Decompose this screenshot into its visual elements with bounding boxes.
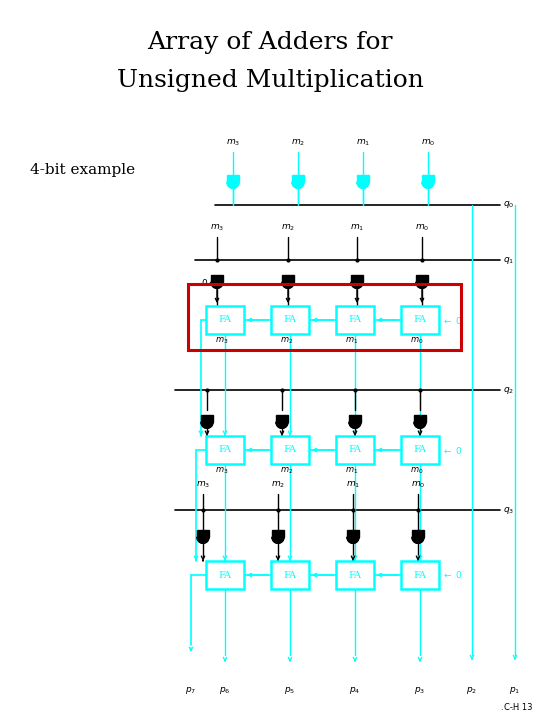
Bar <box>412 530 424 537</box>
Bar <box>401 436 439 464</box>
Bar <box>401 306 439 334</box>
Bar <box>197 530 209 537</box>
Bar <box>292 175 304 182</box>
Text: $m_3$: $m_3$ <box>215 336 229 346</box>
Text: $m_2$: $m_2$ <box>280 336 294 346</box>
Bar <box>271 306 309 334</box>
Bar <box>272 530 284 537</box>
Polygon shape <box>416 282 428 288</box>
Bar <box>336 306 374 334</box>
Polygon shape <box>201 422 213 428</box>
Bar <box>188 284 461 350</box>
Text: FA: FA <box>219 315 232 325</box>
Text: FA: FA <box>414 315 427 325</box>
Bar <box>357 175 369 182</box>
Text: FA: FA <box>414 570 427 580</box>
Text: FA: FA <box>219 446 232 454</box>
Polygon shape <box>412 537 424 544</box>
Text: 0: 0 <box>201 279 207 287</box>
Polygon shape <box>351 282 363 288</box>
Text: 4-bit example: 4-bit example <box>30 163 135 177</box>
Text: $m_0$: $m_0$ <box>410 466 424 477</box>
Text: $m_1$: $m_1$ <box>346 336 359 346</box>
Text: $m_3$: $m_3$ <box>196 480 210 490</box>
Polygon shape <box>292 182 304 189</box>
Text: $m_2$: $m_2$ <box>281 222 295 233</box>
Bar <box>347 530 359 537</box>
Bar <box>416 275 428 282</box>
Bar <box>227 175 239 182</box>
Text: . . . .: . . . . <box>501 703 519 712</box>
Text: Array of Adders for: Array of Adders for <box>147 32 393 55</box>
Bar <box>349 415 361 422</box>
Bar <box>282 275 294 282</box>
Bar <box>271 436 309 464</box>
Text: FA: FA <box>219 570 232 580</box>
Text: $q_0$: $q_0$ <box>503 199 514 210</box>
Text: $m_0$: $m_0$ <box>415 222 429 233</box>
Text: $p_4$: $p_4$ <box>349 685 361 696</box>
Polygon shape <box>272 537 284 544</box>
Polygon shape <box>414 422 426 428</box>
Text: $m_2$: $m_2$ <box>271 480 285 490</box>
Bar <box>206 436 244 464</box>
Text: $q_1$: $q_1$ <box>503 254 514 266</box>
Text: FA: FA <box>348 570 361 580</box>
Text: $p_6$: $p_6$ <box>219 685 231 696</box>
Bar <box>401 561 439 589</box>
Text: $m_1$: $m_1$ <box>346 466 359 477</box>
Text: $\leftarrow$ 0: $\leftarrow$ 0 <box>442 315 463 325</box>
Polygon shape <box>422 182 434 189</box>
Text: $\leftarrow$ 0: $\leftarrow$ 0 <box>442 570 463 580</box>
Text: $m_0$: $m_0$ <box>411 480 425 490</box>
Text: FA: FA <box>284 570 296 580</box>
Polygon shape <box>349 422 361 428</box>
Text: $q_3$: $q_3$ <box>503 505 514 516</box>
Polygon shape <box>347 537 359 544</box>
Text: FA: FA <box>284 315 296 325</box>
Bar <box>336 561 374 589</box>
Text: FA: FA <box>348 315 361 325</box>
Text: $q_2$: $q_2$ <box>503 384 514 395</box>
Polygon shape <box>282 282 294 288</box>
Text: Unsigned Multiplication: Unsigned Multiplication <box>117 68 423 91</box>
Text: $p_3$: $p_3$ <box>414 685 426 696</box>
Bar <box>206 561 244 589</box>
Text: $m_2$: $m_2$ <box>291 138 305 148</box>
Bar <box>276 415 288 422</box>
Text: $m_0$: $m_0$ <box>410 336 424 346</box>
Bar <box>414 415 426 422</box>
Polygon shape <box>276 422 288 428</box>
Text: $m_1$: $m_1$ <box>350 222 364 233</box>
Bar <box>201 415 213 422</box>
Text: FA: FA <box>284 446 296 454</box>
Text: FA: FA <box>414 446 427 454</box>
Text: $m_1$: $m_1$ <box>356 138 370 148</box>
Text: $p_7$: $p_7$ <box>185 685 197 696</box>
Bar <box>336 436 374 464</box>
Bar <box>211 275 223 282</box>
Bar <box>206 306 244 334</box>
Text: C-H 13: C-H 13 <box>503 703 532 712</box>
Bar <box>351 275 363 282</box>
Text: $m_2$: $m_2$ <box>280 466 294 477</box>
Text: $m_3$: $m_3$ <box>226 138 240 148</box>
Text: $p_5$: $p_5$ <box>285 685 295 696</box>
Text: $m_0$: $m_0$ <box>421 138 435 148</box>
Bar <box>422 175 434 182</box>
Polygon shape <box>357 182 369 189</box>
Text: FA: FA <box>348 446 361 454</box>
Text: $m_3$: $m_3$ <box>210 222 224 233</box>
Text: $\leftarrow$ 0: $\leftarrow$ 0 <box>442 444 463 456</box>
Text: $p_2$: $p_2$ <box>467 685 477 696</box>
Text: $p_1$: $p_1$ <box>509 685 521 696</box>
Text: $m_3$: $m_3$ <box>215 466 229 477</box>
Bar <box>271 561 309 589</box>
Polygon shape <box>227 182 239 189</box>
Polygon shape <box>197 537 209 544</box>
Polygon shape <box>211 282 223 288</box>
Text: $m_1$: $m_1$ <box>346 480 360 490</box>
